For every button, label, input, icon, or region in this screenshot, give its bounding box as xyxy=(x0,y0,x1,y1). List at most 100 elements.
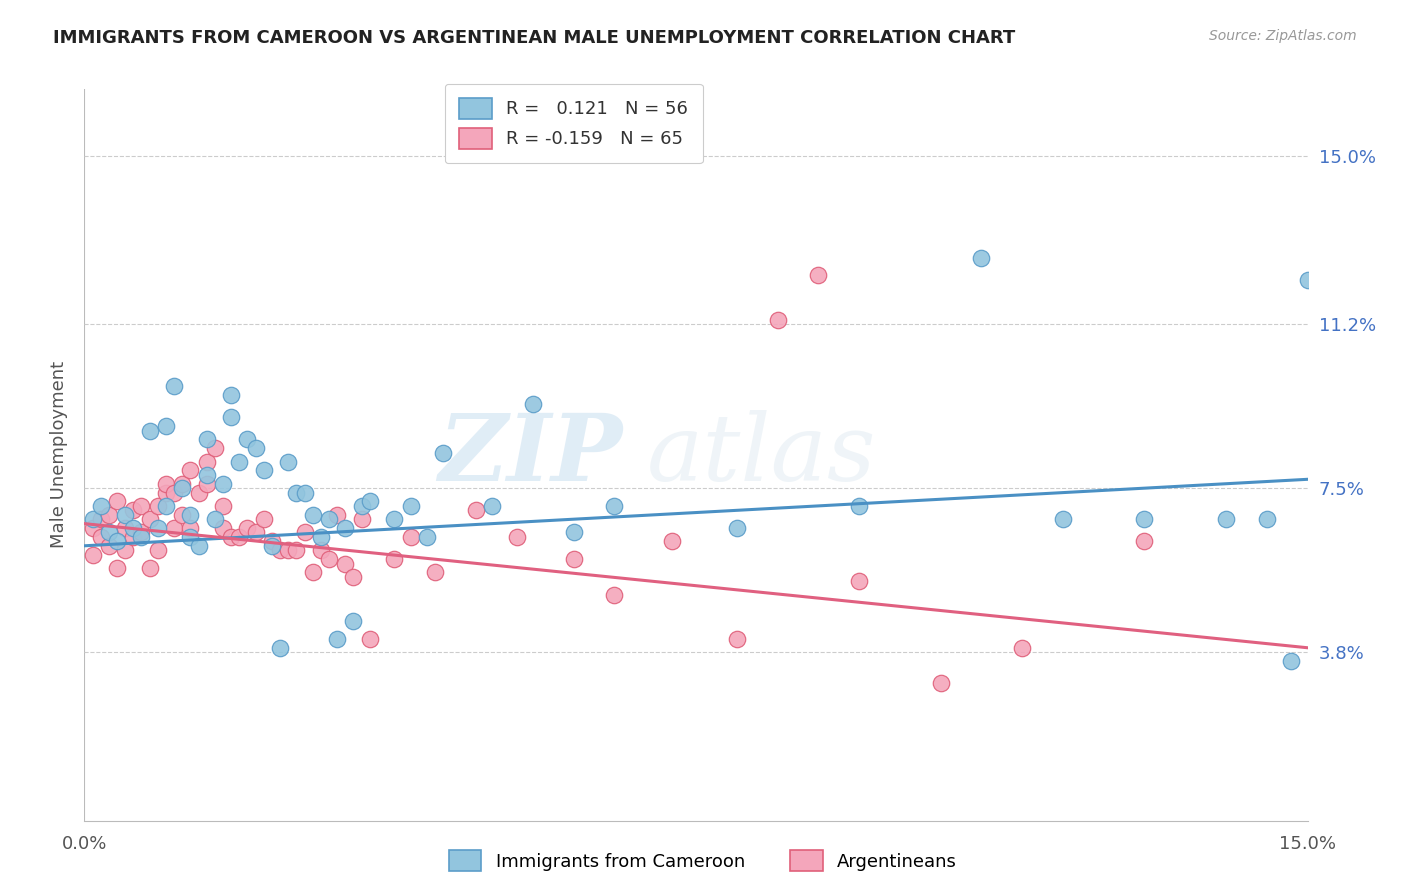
Point xyxy=(848,574,870,589)
Text: ZIP: ZIP xyxy=(439,410,623,500)
Point xyxy=(122,503,145,517)
Text: IMMIGRANTS FROM CAMEROON VS ARGENTINEAN MALE UNEMPLOYMENT CORRELATION CHART: IMMIGRANTS FROM CAMEROON VS ARGENTINEAN … xyxy=(53,29,1015,46)
Point xyxy=(179,463,201,477)
Point xyxy=(1296,273,1319,287)
Point xyxy=(219,530,242,544)
Point xyxy=(342,614,364,628)
Point xyxy=(82,512,104,526)
Point xyxy=(359,632,381,646)
Point xyxy=(1215,512,1237,526)
Text: atlas: atlas xyxy=(647,410,876,500)
Point xyxy=(114,543,136,558)
Point xyxy=(382,552,405,566)
Point xyxy=(163,485,186,500)
Point xyxy=(155,485,177,500)
Point xyxy=(294,525,316,540)
Point xyxy=(603,499,626,513)
Point xyxy=(269,640,291,655)
Point xyxy=(382,512,405,526)
Point xyxy=(399,530,422,544)
Point xyxy=(245,525,267,540)
Point xyxy=(146,499,169,513)
Point xyxy=(187,485,209,500)
Point xyxy=(260,539,283,553)
Point xyxy=(122,530,145,544)
Point xyxy=(285,543,308,558)
Point xyxy=(464,503,486,517)
Y-axis label: Male Unemployment: Male Unemployment xyxy=(49,361,67,549)
Point xyxy=(122,521,145,535)
Point xyxy=(236,433,259,447)
Point xyxy=(172,476,194,491)
Point xyxy=(301,566,323,580)
Point xyxy=(1279,654,1302,668)
Point xyxy=(1052,512,1074,526)
Point xyxy=(179,530,201,544)
Point xyxy=(342,570,364,584)
Point xyxy=(326,508,349,522)
Point xyxy=(1011,640,1033,655)
Point xyxy=(929,676,952,690)
Point xyxy=(172,508,194,522)
Legend: R =   0.121   N = 56, R = -0.159   N = 65: R = 0.121 N = 56, R = -0.159 N = 65 xyxy=(444,84,703,163)
Point xyxy=(416,530,439,544)
Point xyxy=(522,397,544,411)
Point xyxy=(260,534,283,549)
Point xyxy=(204,512,226,526)
Point xyxy=(204,442,226,456)
Point xyxy=(105,534,128,549)
Point xyxy=(562,525,585,540)
Point xyxy=(82,548,104,562)
Point xyxy=(131,525,153,540)
Point xyxy=(725,521,748,535)
Point xyxy=(146,521,169,535)
Legend: Immigrants from Cameroon, Argentineans: Immigrants from Cameroon, Argentineans xyxy=(441,843,965,879)
Point xyxy=(1133,534,1156,549)
Point xyxy=(146,543,169,558)
Point xyxy=(155,476,177,491)
Point xyxy=(114,508,136,522)
Point xyxy=(318,552,340,566)
Point xyxy=(228,454,250,468)
Point xyxy=(285,485,308,500)
Point xyxy=(481,499,503,513)
Point xyxy=(318,512,340,526)
Point xyxy=(505,530,527,544)
Point xyxy=(335,521,357,535)
Point xyxy=(399,499,422,513)
Point xyxy=(236,521,259,535)
Point xyxy=(253,463,276,477)
Point xyxy=(105,494,128,508)
Point xyxy=(155,499,177,513)
Point xyxy=(82,521,104,535)
Point xyxy=(766,312,789,326)
Point xyxy=(179,508,201,522)
Point xyxy=(562,552,585,566)
Point xyxy=(195,454,218,468)
Point xyxy=(253,512,276,526)
Point xyxy=(163,521,186,535)
Text: Source: ZipAtlas.com: Source: ZipAtlas.com xyxy=(1209,29,1357,43)
Point xyxy=(172,481,194,495)
Point xyxy=(114,521,136,535)
Point xyxy=(97,525,120,540)
Point xyxy=(301,508,323,522)
Point xyxy=(350,512,373,526)
Point xyxy=(848,499,870,513)
Point xyxy=(423,566,446,580)
Point xyxy=(1133,512,1156,526)
Point xyxy=(228,530,250,544)
Point xyxy=(138,512,160,526)
Point xyxy=(212,499,235,513)
Point xyxy=(661,534,683,549)
Point xyxy=(90,530,112,544)
Point xyxy=(970,251,993,265)
Point xyxy=(195,467,218,482)
Point xyxy=(195,433,218,447)
Point xyxy=(807,268,830,283)
Point xyxy=(432,446,454,460)
Point xyxy=(163,379,186,393)
Point xyxy=(1256,512,1278,526)
Point xyxy=(212,521,235,535)
Point xyxy=(131,530,153,544)
